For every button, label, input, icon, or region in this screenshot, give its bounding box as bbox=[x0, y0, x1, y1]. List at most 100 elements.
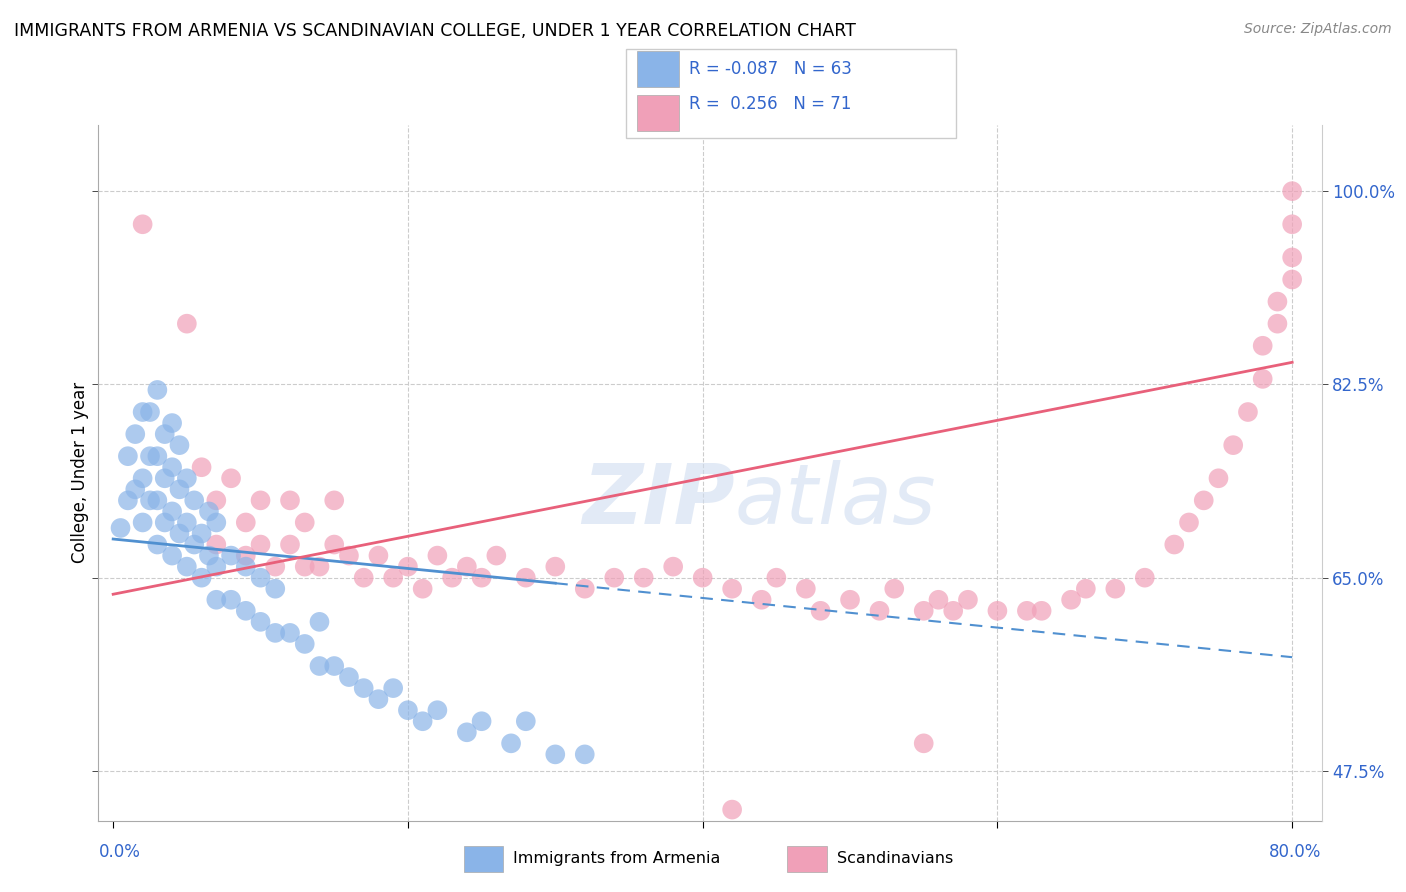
Point bbox=[146, 449, 169, 463]
Text: R =  0.256   N = 71: R = 0.256 N = 71 bbox=[689, 95, 851, 113]
Point bbox=[323, 659, 346, 673]
Point bbox=[153, 516, 176, 530]
Point bbox=[323, 493, 346, 508]
Point bbox=[278, 537, 301, 551]
Point bbox=[956, 592, 979, 607]
Point bbox=[1178, 516, 1201, 530]
Point bbox=[294, 559, 316, 574]
Point bbox=[662, 559, 685, 574]
Point bbox=[765, 571, 787, 585]
Point bbox=[153, 427, 176, 442]
Point bbox=[382, 571, 405, 585]
Point bbox=[1208, 471, 1230, 485]
Text: IMMIGRANTS FROM ARMENIA VS SCANDINAVIAN COLLEGE, UNDER 1 YEAR CORRELATION CHART: IMMIGRANTS FROM ARMENIA VS SCANDINAVIAN … bbox=[14, 22, 856, 40]
Point bbox=[139, 493, 162, 508]
Point bbox=[456, 725, 478, 739]
Point bbox=[456, 559, 478, 574]
Point bbox=[308, 659, 330, 673]
Point bbox=[883, 582, 905, 596]
Point bbox=[160, 460, 183, 475]
Point bbox=[169, 483, 191, 497]
Point bbox=[176, 317, 198, 331]
Point bbox=[124, 483, 146, 497]
Point bbox=[264, 559, 287, 574]
Point bbox=[205, 537, 228, 551]
Point bbox=[396, 559, 419, 574]
Point bbox=[1222, 438, 1244, 452]
Point bbox=[117, 449, 139, 463]
Point bbox=[1074, 582, 1097, 596]
Point bbox=[183, 493, 205, 508]
Point bbox=[751, 592, 773, 607]
Point bbox=[308, 559, 330, 574]
Point bbox=[574, 747, 596, 762]
Point bbox=[1192, 493, 1215, 508]
Point bbox=[278, 493, 301, 508]
Point bbox=[471, 571, 494, 585]
Point bbox=[1104, 582, 1126, 596]
Point bbox=[146, 537, 169, 551]
Point bbox=[337, 670, 360, 684]
Point bbox=[1267, 317, 1289, 331]
Point bbox=[515, 571, 537, 585]
Point bbox=[294, 637, 316, 651]
Text: atlas: atlas bbox=[734, 460, 936, 541]
Point bbox=[190, 460, 212, 475]
Point bbox=[169, 438, 191, 452]
Point bbox=[692, 571, 714, 585]
Point bbox=[205, 559, 228, 574]
Point bbox=[117, 493, 139, 508]
Point bbox=[160, 416, 183, 430]
Point bbox=[633, 571, 655, 585]
Point bbox=[353, 571, 375, 585]
Point bbox=[412, 582, 434, 596]
Point bbox=[235, 604, 257, 618]
Text: Source: ZipAtlas.com: Source: ZipAtlas.com bbox=[1244, 22, 1392, 37]
Point bbox=[294, 516, 316, 530]
Point bbox=[198, 504, 221, 518]
Point bbox=[839, 592, 862, 607]
Point bbox=[942, 604, 965, 618]
Text: Scandinavians: Scandinavians bbox=[837, 852, 953, 866]
Point bbox=[603, 571, 626, 585]
Point bbox=[367, 692, 389, 706]
Point bbox=[131, 217, 153, 231]
Point bbox=[367, 549, 389, 563]
Point bbox=[1031, 604, 1053, 618]
Point bbox=[869, 604, 891, 618]
Point bbox=[471, 714, 494, 729]
Point bbox=[499, 736, 522, 750]
Point bbox=[205, 516, 228, 530]
Point bbox=[235, 559, 257, 574]
Point bbox=[721, 803, 744, 817]
Point bbox=[249, 615, 271, 629]
Point bbox=[1163, 537, 1185, 551]
Point bbox=[146, 383, 169, 397]
Point bbox=[1133, 571, 1156, 585]
Point bbox=[139, 449, 162, 463]
Point bbox=[1267, 294, 1289, 309]
Point bbox=[190, 571, 212, 585]
Point bbox=[544, 747, 567, 762]
Point bbox=[1237, 405, 1260, 419]
Point bbox=[198, 549, 221, 563]
Point bbox=[183, 537, 205, 551]
Point bbox=[124, 427, 146, 442]
Point bbox=[810, 604, 832, 618]
Point bbox=[249, 493, 271, 508]
Point bbox=[927, 592, 949, 607]
Point bbox=[219, 549, 242, 563]
Point bbox=[721, 582, 744, 596]
Point bbox=[264, 626, 287, 640]
Point bbox=[794, 582, 817, 596]
Point bbox=[1281, 217, 1303, 231]
Point bbox=[219, 592, 242, 607]
Text: ZIP: ZIP bbox=[582, 460, 734, 541]
Point bbox=[249, 537, 271, 551]
Point bbox=[441, 571, 464, 585]
Point bbox=[205, 592, 228, 607]
Point bbox=[574, 582, 596, 596]
Text: 0.0%: 0.0% bbox=[98, 843, 141, 861]
Point bbox=[139, 405, 162, 419]
Text: Immigrants from Armenia: Immigrants from Armenia bbox=[513, 852, 720, 866]
